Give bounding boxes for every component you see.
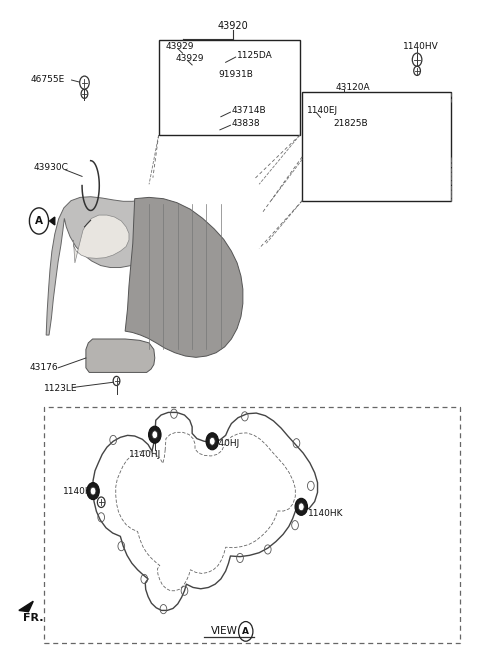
Text: 46755E: 46755E	[30, 75, 65, 84]
Circle shape	[87, 483, 99, 499]
Circle shape	[152, 431, 157, 439]
Text: 1140HF: 1140HF	[63, 487, 97, 495]
Circle shape	[209, 438, 215, 445]
Polygon shape	[86, 339, 155, 373]
Polygon shape	[125, 197, 243, 357]
Text: 1123LE: 1123LE	[44, 384, 77, 394]
Polygon shape	[46, 196, 174, 335]
Text: 1140HJ: 1140HJ	[207, 439, 240, 447]
Text: 43920: 43920	[217, 20, 248, 31]
Circle shape	[149, 426, 161, 443]
Text: 1140EJ: 1140EJ	[307, 106, 338, 116]
Text: 43714B: 43714B	[231, 106, 266, 116]
Text: 1125DA: 1125DA	[237, 51, 272, 60]
Circle shape	[90, 487, 96, 495]
Text: 91931B: 91931B	[218, 70, 253, 79]
Text: 1140HK: 1140HK	[308, 509, 344, 518]
Circle shape	[206, 433, 218, 450]
Circle shape	[299, 503, 304, 510]
Text: A: A	[35, 216, 43, 226]
Text: 1140HV: 1140HV	[403, 42, 438, 51]
Text: 43176: 43176	[29, 363, 58, 373]
Text: A: A	[242, 627, 249, 636]
Text: 21825B: 21825B	[333, 120, 368, 129]
Polygon shape	[19, 601, 33, 612]
Polygon shape	[49, 217, 55, 225]
Text: 43838: 43838	[231, 120, 260, 129]
Text: 43929: 43929	[175, 54, 204, 63]
Text: FR.: FR.	[23, 613, 43, 623]
Text: 43930C: 43930C	[33, 164, 68, 172]
Text: VIEW: VIEW	[211, 626, 238, 637]
Text: 43000: 43000	[92, 214, 120, 223]
Text: 43929: 43929	[166, 42, 194, 51]
Text: 43120A: 43120A	[336, 83, 371, 92]
Text: 1140HJ: 1140HJ	[129, 450, 161, 459]
Circle shape	[295, 498, 308, 515]
Polygon shape	[73, 215, 129, 263]
